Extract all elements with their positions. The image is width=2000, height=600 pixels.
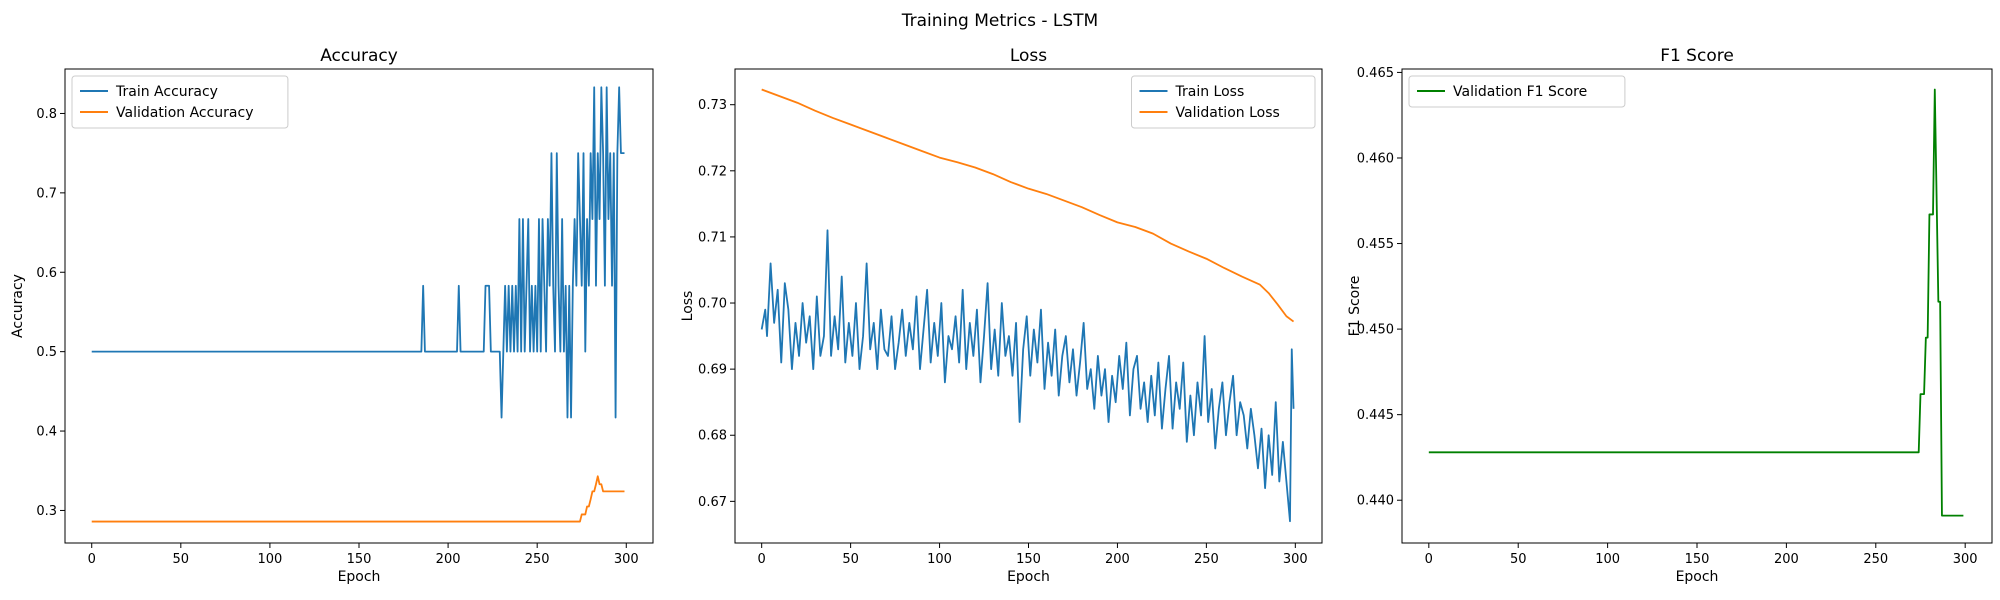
x-tick-label: 150 bbox=[347, 552, 372, 567]
y-tick-label: 0.445 bbox=[1357, 408, 1394, 423]
y-tick-label: 0.6 bbox=[36, 266, 57, 281]
x-axis-label: Epoch bbox=[338, 569, 381, 585]
chart-panels: Accuracy 0 50 100 150 200 250 300 0.3 0.4 0.5 0.6 0.… bbox=[10, 46, 1993, 585]
y-axis-label: Accuracy bbox=[10, 274, 26, 338]
legend-label: Validation Accuracy bbox=[116, 105, 254, 121]
y-tick-label: 0.4 bbox=[36, 425, 57, 440]
x-tick-label: 0 bbox=[1425, 552, 1433, 567]
y-tick-label: 0.70 bbox=[698, 297, 727, 312]
y-tick-label: 0.460 bbox=[1357, 151, 1394, 166]
y-tick-label: 0.7 bbox=[36, 186, 57, 201]
y-tick-label: 0.8 bbox=[36, 107, 57, 122]
legend-label: Train Loss bbox=[1175, 84, 1245, 100]
x-tick-label: 100 bbox=[1595, 552, 1620, 567]
legend: Train Loss Validation Loss bbox=[1131, 75, 1316, 129]
series-line-2-2 bbox=[761, 88, 1295, 323]
x-tick-label: 250 bbox=[1194, 552, 1219, 567]
plot-frame bbox=[734, 68, 1323, 544]
chart-title: Loss bbox=[1010, 46, 1047, 66]
legend-label: Validation F1 Score bbox=[1453, 84, 1587, 100]
x-tick-label: 200 bbox=[1774, 552, 1799, 567]
x-tick-label: 300 bbox=[1283, 552, 1308, 567]
x-tick-label: 0 bbox=[758, 552, 766, 567]
series-line-2-1 bbox=[760, 229, 1295, 523]
y-tick-label: 0.5 bbox=[36, 345, 57, 360]
chart-panel-1: Accuracy 0 50 100 150 200 250 300 0.3 0.4 0.5 0.6 0.… bbox=[10, 46, 654, 585]
legend-box bbox=[71, 75, 289, 129]
x-tick-label: 100 bbox=[927, 552, 952, 567]
legend: Train Accuracy Validation Accuracy bbox=[71, 75, 289, 129]
legend-box bbox=[1131, 75, 1316, 129]
y-tick-label: 0.72 bbox=[698, 164, 727, 179]
legend: Validation F1 Score bbox=[1408, 75, 1626, 108]
x-tick-label: 50 bbox=[1510, 552, 1527, 567]
y-tick-label: 0.465 bbox=[1357, 66, 1394, 81]
y-tick-label: 0.69 bbox=[698, 363, 727, 378]
y-tick-label: 0.3 bbox=[36, 504, 57, 519]
x-tick-label: 50 bbox=[842, 552, 859, 567]
y-axis-label: Loss bbox=[680, 291, 696, 322]
x-tick-label: 0 bbox=[88, 552, 96, 567]
legend-label: Validation Loss bbox=[1176, 105, 1280, 121]
x-tick-label: 300 bbox=[1953, 552, 1978, 567]
y-tick-label: 0.455 bbox=[1357, 237, 1394, 252]
legend-box bbox=[1408, 75, 1626, 108]
y-tick-label: 0.68 bbox=[698, 429, 727, 444]
figure-title: Training Metrics - LSTM bbox=[901, 11, 1098, 31]
y-tick-label: 0.440 bbox=[1357, 494, 1394, 509]
series-line-1-1 bbox=[91, 86, 625, 419]
x-tick-label: 250 bbox=[1863, 552, 1888, 567]
x-tick-label: 200 bbox=[1105, 552, 1130, 567]
y-tick-label: 0.67 bbox=[698, 495, 727, 510]
legend-label: Train Accuracy bbox=[115, 84, 218, 100]
x-tick-label: 300 bbox=[614, 552, 639, 567]
x-tick-label: 200 bbox=[436, 552, 461, 567]
x-axis-label: Epoch bbox=[1676, 569, 1719, 585]
chart-title: Accuracy bbox=[320, 46, 398, 66]
x-tick-label: 50 bbox=[173, 552, 190, 567]
y-axis-label: F1 Score bbox=[1347, 276, 1363, 337]
y-tick-label: 0.71 bbox=[698, 230, 727, 245]
x-axis-label: Epoch bbox=[1007, 569, 1050, 585]
y-tick-label: 0.450 bbox=[1357, 323, 1394, 338]
chart-panel-2: Loss 0 50 100 150 200 250 300 0.67 0.68 0.69 0.70 0.… bbox=[680, 46, 1323, 585]
chart-title: F1 Score bbox=[1660, 46, 1734, 66]
chart-panel-3: F1 Score 0 50 100 150 200 250 300 0.440 0.445 0.45… bbox=[1347, 46, 1993, 585]
series-line-3-1 bbox=[1428, 88, 1964, 517]
y-tick-label: 0.73 bbox=[698, 98, 727, 113]
x-tick-label: 150 bbox=[1016, 552, 1041, 567]
plot-frame bbox=[1401, 68, 1993, 544]
series-line-1-2 bbox=[91, 475, 625, 523]
x-tick-label: 150 bbox=[1685, 552, 1710, 567]
x-tick-label: 250 bbox=[525, 552, 550, 567]
x-tick-label: 100 bbox=[257, 552, 282, 567]
